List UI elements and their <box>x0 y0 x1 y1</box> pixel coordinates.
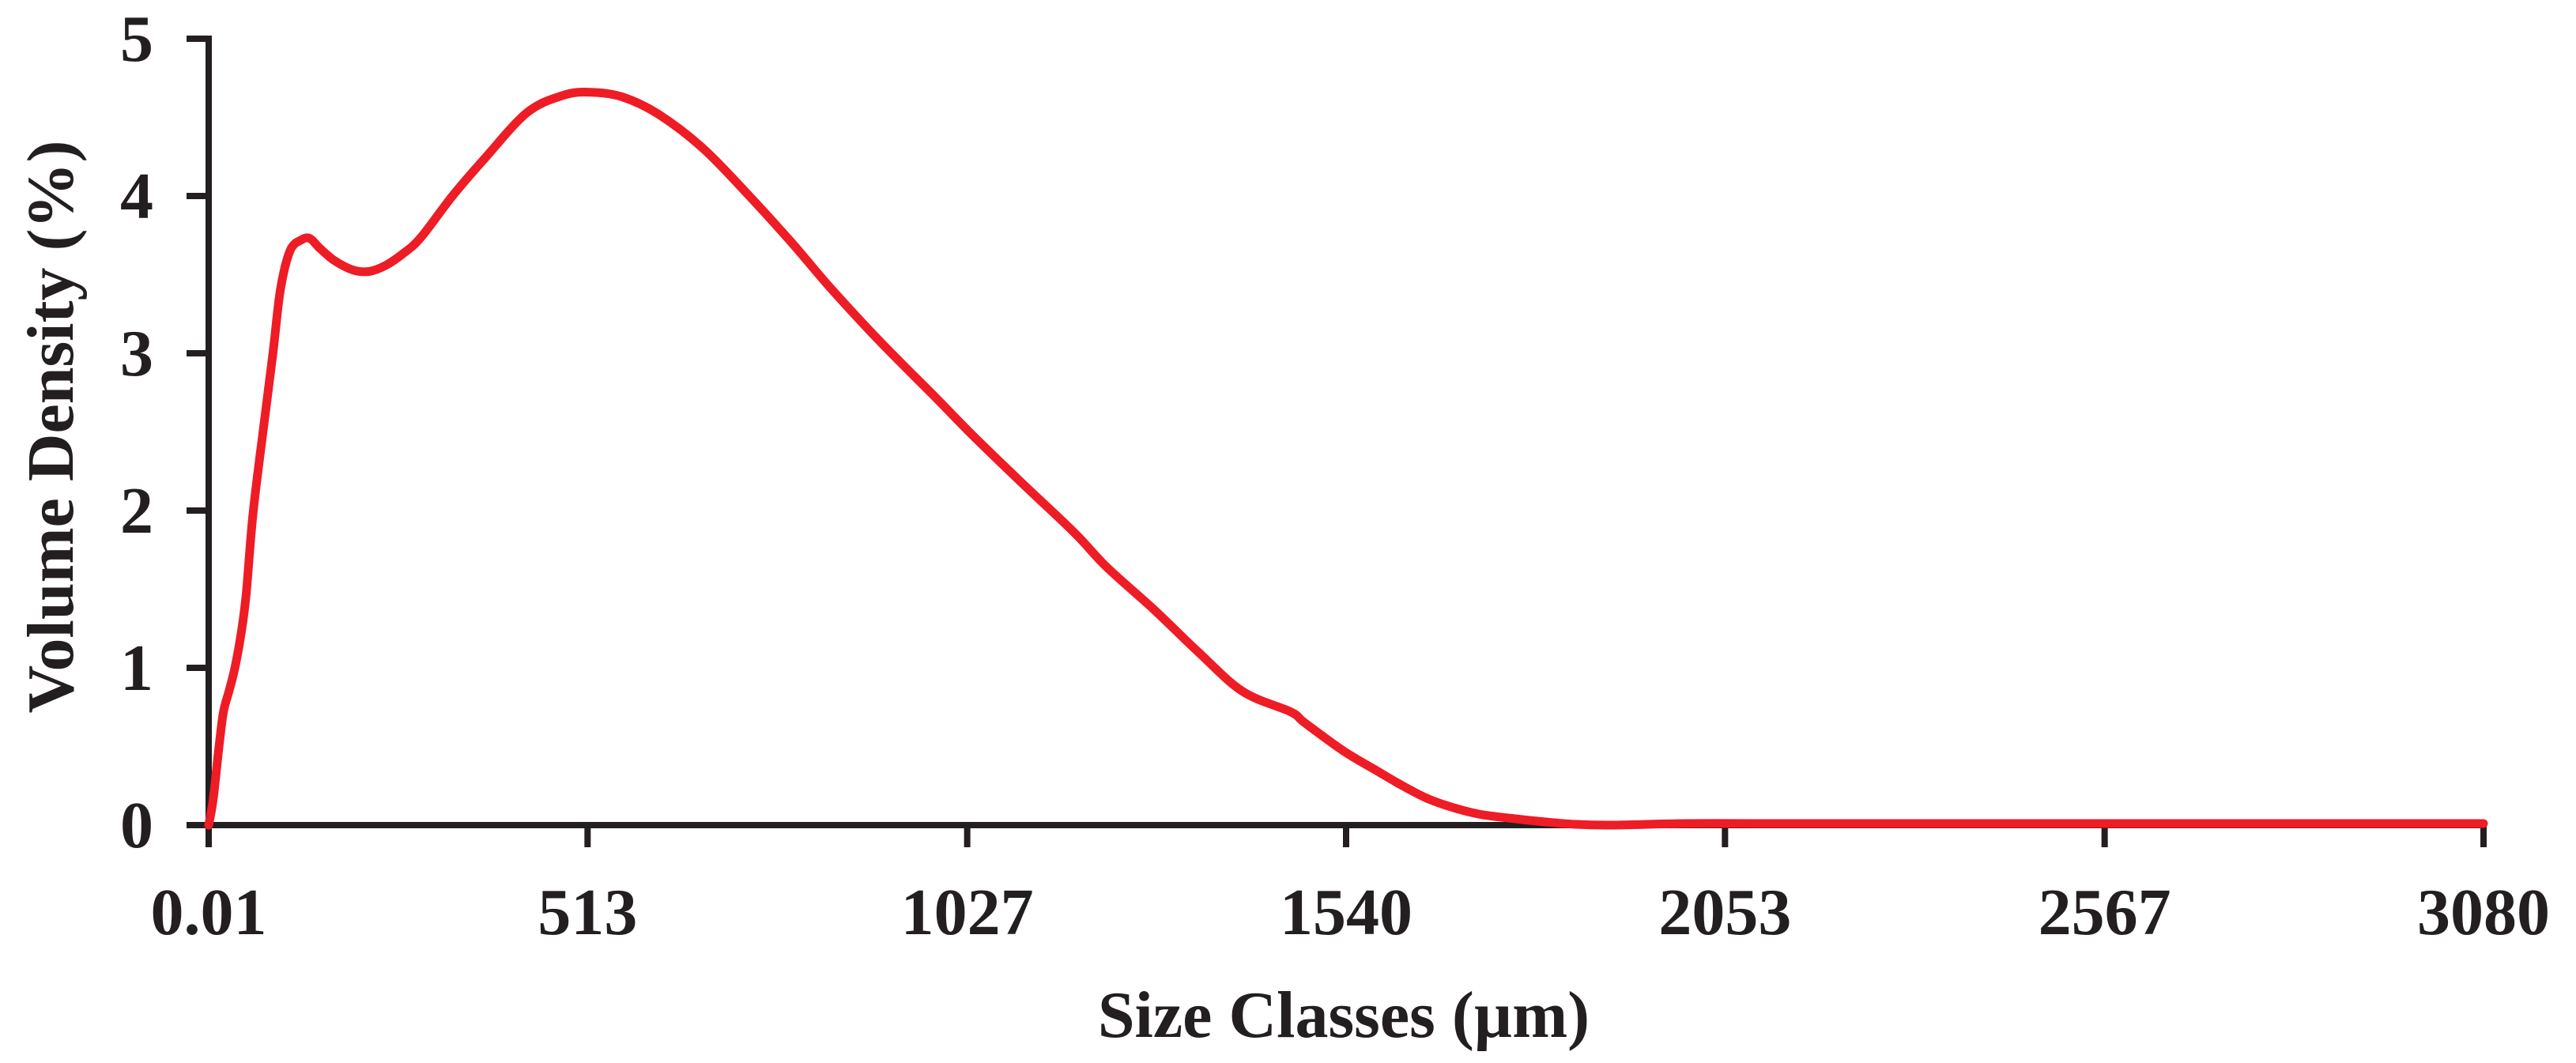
x-tick-label: 2053 <box>1658 876 1791 949</box>
x-tick-label: 2567 <box>2039 876 2171 949</box>
y-tick-label: 4 <box>120 160 153 233</box>
x-tick-label: 1540 <box>1280 876 1412 949</box>
x-axis-title: Size Classes (µm) <box>1098 978 1590 1052</box>
y-tick-label: 2 <box>120 474 153 548</box>
y-tick-label: 5 <box>120 2 153 76</box>
y-tick-label: 3 <box>120 317 153 390</box>
x-tick-label: 513 <box>537 876 637 949</box>
x-tick-label: 3080 <box>2417 876 2550 949</box>
volume-density-curve <box>204 88 2488 830</box>
y-tick-labels: 0 1 2 3 4 5 <box>120 2 153 862</box>
x-tick-label: 0.01 <box>151 876 267 949</box>
y-tick-label: 0 <box>120 789 153 862</box>
y-axis-title: Volume Density (%) <box>14 141 88 714</box>
axes <box>187 36 2487 847</box>
x-tick-labels: 0.01 513 1027 1540 2053 2567 3080 <box>151 876 2550 949</box>
y-tick-label: 1 <box>120 631 153 705</box>
x-tick-label: 1027 <box>901 876 1034 949</box>
